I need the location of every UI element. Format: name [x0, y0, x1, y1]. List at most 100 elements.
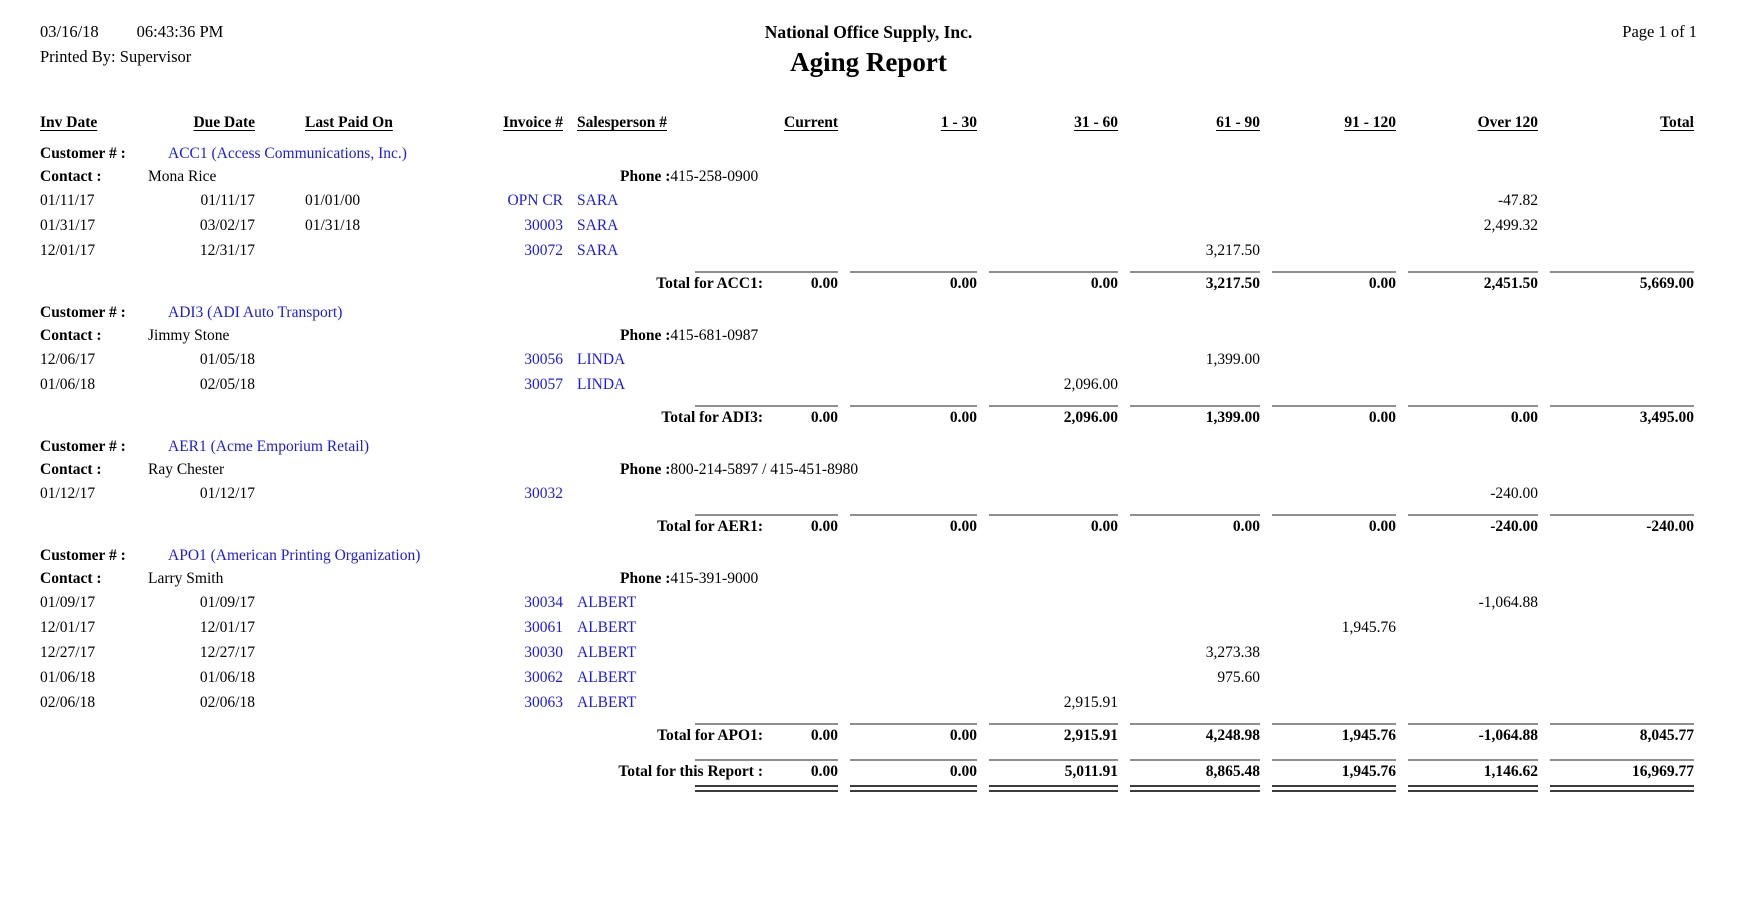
contact-row: Contact : Larry Smith Phone :415-391-9000: [0, 567, 1741, 590]
invoice-number[interactable]: 30061: [524, 619, 563, 636]
total-value: 1,945.76: [1341, 727, 1396, 744]
last-paid-on: 01/01/00: [305, 192, 361, 209]
amount-total: [1538, 481, 1694, 506]
customer-id-name[interactable]: AER1 (Acme Emporium Retail): [168, 438, 370, 455]
invoice-rows: 01/09/17 01/09/17 30034 ALBERT -1,064.88…: [0, 590, 1741, 715]
report-total-value: 0.00: [810, 763, 838, 780]
col-invoice: Invoice #: [503, 114, 563, 131]
report-total-91-120: 1,945.76: [1260, 755, 1396, 792]
amount-1-30: [838, 238, 977, 263]
customer-section: Customer # : APO1 (American Printing Orga…: [0, 544, 1741, 745]
customer-id-name[interactable]: ADI3 (ADI Auto Transport): [168, 304, 343, 321]
contact-label: Contact :: [40, 570, 102, 587]
rule-line: [1550, 723, 1694, 725]
amount-91-120: [1260, 640, 1396, 665]
invoice-number[interactable]: 30072: [524, 242, 563, 259]
printed-by-value: Supervisor: [119, 47, 192, 66]
salesperson[interactable]: ALBERT: [577, 644, 637, 661]
invoice-number[interactable]: 30030: [524, 644, 563, 661]
invoice-number[interactable]: 30062: [524, 669, 563, 686]
rule-line: [1408, 405, 1538, 407]
total-91-120: 0.00: [1260, 510, 1396, 536]
invoice-number[interactable]: OPN CR: [507, 192, 563, 209]
total-value: 0.00: [949, 275, 977, 292]
total-total: 5,669.00: [1538, 267, 1694, 293]
total-current: 0.00: [683, 510, 838, 536]
salesperson[interactable]: [563, 481, 683, 506]
phone-block: Phone :800-214-5897 / 415-451-8980: [620, 458, 858, 481]
rule-line: [1550, 405, 1694, 407]
phone-value: 415-681-0987: [670, 327, 759, 344]
amount-91-120: [1260, 238, 1396, 263]
salesperson[interactable]: SARA: [577, 192, 619, 209]
total-total: 8,045.77: [1538, 719, 1694, 745]
contact-label: Contact :: [40, 327, 102, 344]
total-value: 0.00: [949, 409, 977, 426]
col-1-30: 1 - 30: [940, 114, 977, 131]
invoice-rows: 12/06/17 01/05/18 30056 LINDA 1,399.00 0…: [0, 347, 1741, 397]
amount-61-90: [1118, 372, 1260, 397]
salesperson[interactable]: ALBERT: [577, 669, 637, 686]
total-current: 0.00: [683, 401, 838, 427]
salesperson[interactable]: ALBERT: [577, 594, 637, 611]
amount-current: [683, 481, 838, 506]
amount-31-60: 2,915.91: [1063, 694, 1118, 711]
last-paid-on: [255, 690, 415, 715]
salesperson[interactable]: SARA: [577, 242, 619, 259]
total-total: -240.00: [1538, 510, 1694, 536]
double-rule-line: [1272, 785, 1396, 792]
rule-line: [1408, 759, 1538, 761]
phone-label: Phone :: [620, 168, 671, 185]
contact-label: Contact :: [40, 168, 102, 185]
phone-label: Phone :: [620, 327, 671, 344]
total-value: -240.00: [1646, 518, 1694, 535]
phone-block: Phone :415-681-0987: [620, 324, 758, 347]
rule-line: [1550, 759, 1694, 761]
due-date: 01/09/17: [199, 594, 255, 611]
rule-line: [1130, 514, 1260, 516]
header-center: National Office Supply, Inc. Aging Repor…: [460, 20, 1277, 78]
customer-total-row: Total for APO1: 0.00 0.00 2,915.91 4,248…: [0, 719, 1741, 745]
amount-31-60: [977, 615, 1118, 640]
salesperson[interactable]: LINDA: [577, 376, 626, 393]
total-value: 0.00: [1090, 518, 1118, 535]
amount-total: [1538, 640, 1694, 665]
invoice-number[interactable]: 30056: [524, 351, 563, 368]
salesperson[interactable]: ALBERT: [577, 619, 637, 636]
total-value: -1,064.88: [1478, 727, 1538, 744]
invoice-number[interactable]: 30034: [524, 594, 563, 611]
total-value: 4,248.98: [1205, 727, 1260, 744]
report-total-value: 5,011.91: [1064, 763, 1118, 780]
rule-line: [989, 271, 1118, 273]
amount-over-120: 2,499.32: [1483, 217, 1538, 234]
customer-id-name[interactable]: ACC1 (Access Communications, Inc.): [168, 145, 407, 162]
invoice-number[interactable]: 30057: [524, 376, 563, 393]
total-over-120: -1,064.88: [1396, 719, 1538, 745]
total-value: 2,451.50: [1483, 275, 1538, 292]
amount-61-90: [1118, 188, 1260, 213]
invoice-number[interactable]: 30063: [524, 694, 563, 711]
total-value: 2,915.91: [1063, 727, 1118, 744]
rule-line: [1272, 514, 1396, 516]
salesperson[interactable]: ALBERT: [577, 694, 637, 711]
last-paid-on: [255, 372, 415, 397]
customer-number-label: Customer # :: [40, 547, 126, 564]
due-date: 02/05/18: [199, 376, 255, 393]
phone-value: 800-214-5897 / 415-451-8980: [670, 461, 859, 478]
salesperson[interactable]: LINDA: [577, 351, 626, 368]
inv-date: 01/06/18: [40, 669, 96, 686]
phone-label: Phone :: [620, 461, 671, 478]
report-title: Aging Report: [790, 47, 947, 77]
rule-line: [1130, 723, 1260, 725]
salesperson[interactable]: SARA: [577, 217, 619, 234]
amount-91-120: [1260, 690, 1396, 715]
invoice-row: 12/01/17 12/01/17 30061 ALBERT 1,945.76: [0, 615, 1741, 640]
amount-91-120: [1260, 665, 1396, 690]
inv-date: 12/06/17: [40, 351, 96, 368]
col-31-60: 31 - 60: [1074, 114, 1118, 131]
amount-current: [683, 640, 838, 665]
customer-id-name[interactable]: APO1 (American Printing Organization): [168, 547, 421, 564]
invoice-number[interactable]: 30032: [524, 485, 563, 502]
total-current: 0.00: [683, 719, 838, 745]
invoice-number[interactable]: 30003: [524, 217, 563, 234]
